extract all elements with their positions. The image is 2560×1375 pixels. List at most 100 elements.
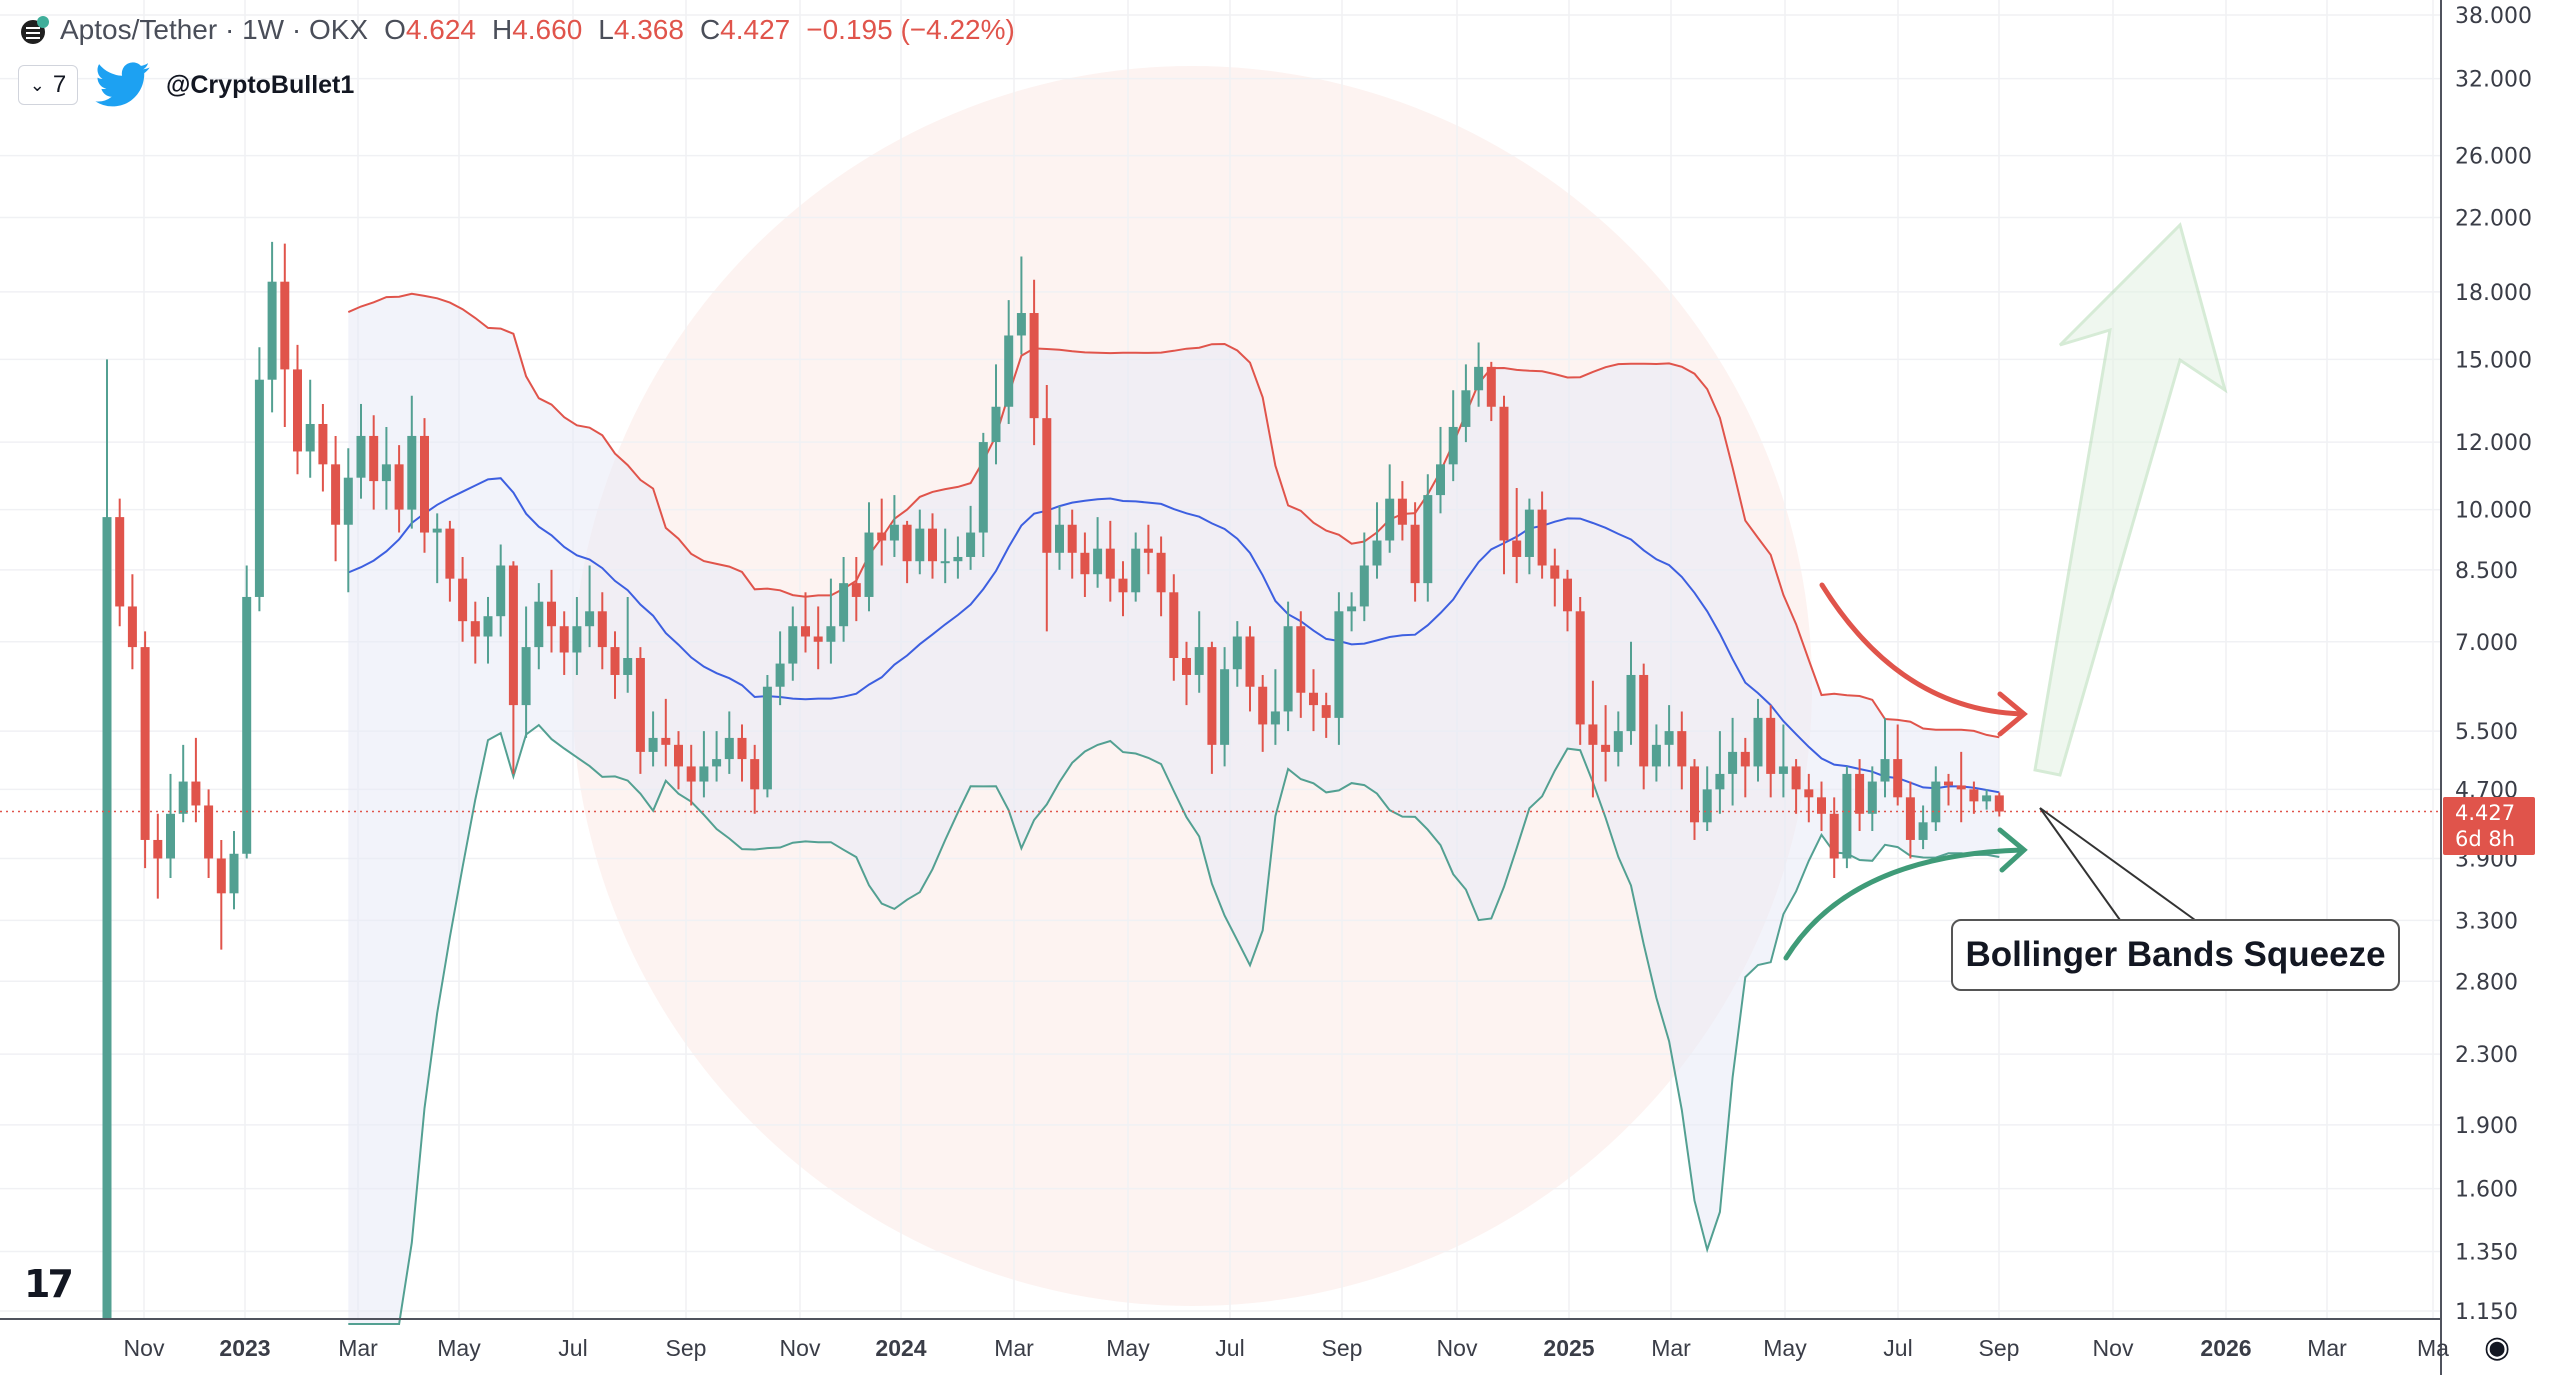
candle-body	[1004, 335, 1014, 407]
candle-body	[889, 524, 899, 541]
candle-body	[1613, 731, 1623, 752]
candle	[1156, 536, 1166, 617]
candle	[458, 556, 468, 642]
candle-body	[1601, 744, 1611, 752]
candle	[851, 556, 861, 622]
candle	[1537, 491, 1547, 579]
candle-body	[1105, 548, 1115, 579]
candle-body	[1740, 751, 1750, 767]
candle-body	[928, 528, 937, 562]
candle-body	[254, 379, 264, 597]
time-tick-label: Mar	[1651, 1335, 1691, 1361]
candle-body	[1690, 766, 1699, 823]
candle-body	[166, 813, 175, 859]
candle-body	[508, 565, 518, 706]
time-tick-label: Jul	[1215, 1335, 1244, 1361]
candle-body	[1702, 789, 1712, 823]
candle-body	[445, 528, 455, 579]
candle	[534, 583, 544, 670]
candle	[1474, 342, 1484, 407]
band-fill	[348, 293, 2000, 1324]
candle-body	[1880, 759, 1890, 782]
symbol-title[interactable]: Aptos/Tether · 1W · OKX	[60, 14, 369, 45]
candle	[1499, 395, 1509, 575]
candle-body	[1512, 540, 1522, 557]
candle	[1728, 717, 1738, 806]
candle-body	[1118, 578, 1128, 593]
candle-body	[1207, 647, 1217, 745]
candle	[953, 536, 963, 579]
candle-body	[293, 369, 302, 452]
candle	[699, 731, 709, 798]
candle-body	[1855, 773, 1865, 814]
candle-body	[737, 737, 747, 760]
candle	[1753, 698, 1763, 782]
candle	[762, 674, 772, 798]
candle-body	[153, 839, 163, 859]
price-tick-label: 22.000	[2455, 206, 2532, 231]
candle-body	[572, 626, 582, 653]
candle	[331, 435, 341, 562]
candle	[1715, 731, 1725, 814]
candle	[775, 631, 785, 706]
candle-body	[1067, 524, 1077, 553]
candle-body	[1639, 674, 1649, 767]
candle-body	[343, 477, 353, 525]
candle	[1448, 390, 1458, 482]
candle	[1131, 532, 1141, 602]
candle-body	[813, 636, 823, 642]
candle	[1258, 674, 1268, 752]
candle-body	[127, 606, 137, 648]
candle	[1639, 663, 1649, 790]
candle-body	[585, 611, 595, 627]
candle	[483, 596, 493, 664]
low-value: 4.368	[613, 14, 684, 45]
candle	[1334, 592, 1344, 745]
candle	[521, 606, 531, 738]
settings-icon[interactable]: ◉	[2484, 1331, 2511, 1364]
indicators-toggle-button[interactable]: ⌄ 7	[18, 65, 78, 105]
candle	[178, 744, 188, 823]
candle	[242, 565, 252, 859]
candle-body	[724, 737, 734, 760]
candle-body	[1385, 498, 1395, 541]
candle-body	[1499, 406, 1509, 541]
candle	[1613, 711, 1623, 767]
candle	[1423, 474, 1433, 602]
candle-body	[140, 647, 150, 840]
candle-body	[1359, 565, 1369, 607]
last-price-tag: 4.427 6d 8h	[2443, 797, 2535, 855]
candle-body	[851, 583, 861, 597]
candle	[610, 631, 620, 699]
candle	[1042, 384, 1052, 632]
candle-body	[318, 423, 328, 465]
candle-body	[1220, 669, 1230, 745]
twitter-bird-icon	[95, 62, 150, 107]
candle	[1067, 509, 1077, 579]
tradingview-logo-icon[interactable]: 17	[24, 1262, 74, 1306]
candle	[1016, 256, 1026, 355]
time-tick-label: Mar	[338, 1335, 378, 1361]
candle	[140, 631, 150, 869]
candle-body	[547, 601, 556, 627]
candle	[1143, 524, 1153, 575]
candle	[1880, 717, 1890, 798]
candle-body	[483, 616, 493, 637]
upper-band-arrow	[1819, 582, 2028, 737]
time-tick-label: Ma	[2417, 1335, 2449, 1361]
time-axis[interactable]: Nov 2023 Mar May Jul Sep Nov 2024 Mar May Jul Sep No…	[124, 1335, 2450, 1361]
candle-body	[1029, 313, 1039, 419]
candle	[940, 528, 950, 584]
price-axis[interactable]: 38.000 32.000 26.000 22.000 18.000 15.000 12.0…	[2455, 4, 2532, 1325]
candle-body	[1436, 464, 1445, 496]
candle	[1309, 669, 1318, 732]
candle-body	[1016, 313, 1026, 336]
candle-body	[1042, 418, 1052, 553]
candle	[928, 513, 937, 579]
candle-body	[1563, 578, 1572, 612]
candle	[1664, 705, 1674, 767]
candle-body	[1804, 789, 1814, 798]
time-tick-label: May	[437, 1335, 481, 1361]
candle	[1410, 502, 1420, 602]
